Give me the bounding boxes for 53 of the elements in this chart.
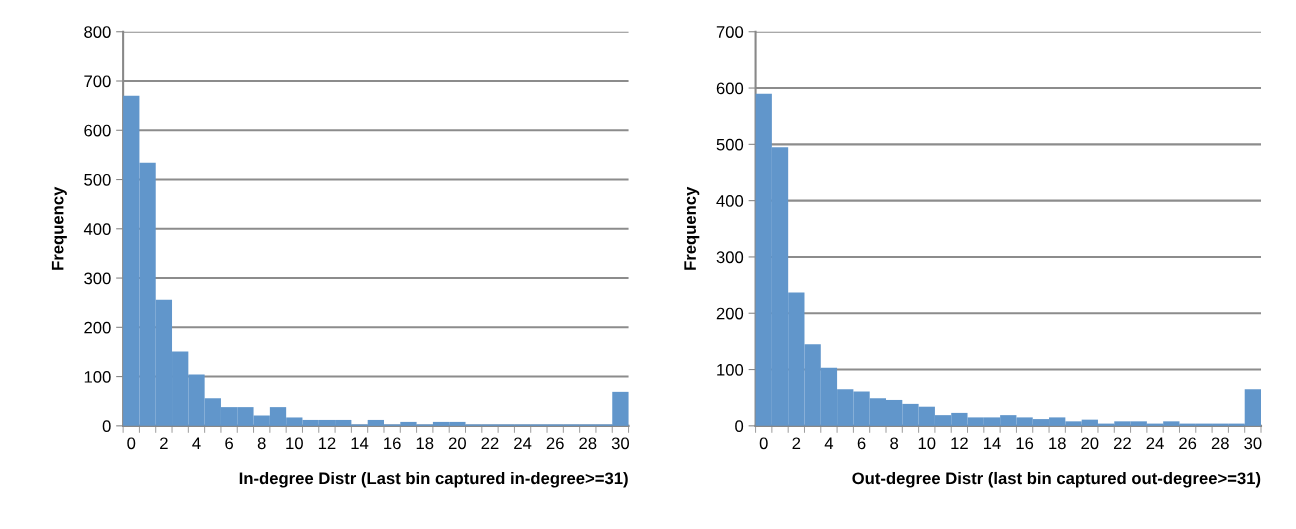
y-tick-label: 200 xyxy=(716,307,744,320)
y-tick-label: 100 xyxy=(717,363,744,376)
y-tick-label: 0 xyxy=(735,420,744,433)
y-tick-label: 600 xyxy=(84,124,111,137)
x-tick-label: 30 xyxy=(1244,437,1262,450)
y-tick-label: 800 xyxy=(84,26,111,38)
x-tick-label: 26 xyxy=(1179,437,1197,450)
y-axis-title: Frequency xyxy=(684,186,700,270)
x-tick-label: 8 xyxy=(257,437,266,450)
x-tick-label: 12 xyxy=(318,437,336,450)
y-tick-label: 500 xyxy=(716,138,744,151)
y-tick-label: 400 xyxy=(716,195,744,207)
x-tick-label: 28 xyxy=(579,437,597,450)
y-tick-label: 300 xyxy=(84,272,111,285)
x-tick-label: 28 xyxy=(1211,437,1229,450)
x-tick-label: 22 xyxy=(481,437,499,450)
x-tick-label: 14 xyxy=(351,437,369,450)
x-tick-label: 0 xyxy=(759,437,768,450)
x-tick-label: 0 xyxy=(127,437,136,450)
x-tick-label: 18 xyxy=(416,437,434,450)
x-tick-label: 12 xyxy=(951,437,968,450)
y-tick-label: 0 xyxy=(102,420,111,433)
x-tick-label: 20 xyxy=(1081,437,1099,450)
x-tick-label: 30 xyxy=(611,437,630,450)
y-tick-label: 700 xyxy=(84,75,111,88)
x-tick-label: 4 xyxy=(192,437,201,450)
x-tick-label: 10 xyxy=(918,437,936,450)
x-tick-label: 26 xyxy=(546,437,564,450)
x-tick-label: 2 xyxy=(792,437,801,450)
x-axis-title: In-degree Distr (Last bin captured in-degree>=31) xyxy=(239,471,628,488)
x-tick-label: 24 xyxy=(514,437,532,450)
x-tick-label: 18 xyxy=(1049,437,1066,450)
x-tick-label: 22 xyxy=(1113,437,1131,450)
x-tick-label: 4 xyxy=(824,437,834,450)
x-tick-label: 20 xyxy=(448,437,466,450)
y-tick-label: 200 xyxy=(84,321,111,334)
x-tick-label: 8 xyxy=(890,437,899,450)
x-tick-label: 14 xyxy=(983,437,1001,450)
y-axis-title: Frequency xyxy=(51,186,67,270)
x-tick-label: 10 xyxy=(286,437,303,450)
x-tick-label: 2 xyxy=(160,437,168,450)
y-tick-label: 100 xyxy=(84,370,111,383)
x-tick-label: 24 xyxy=(1146,437,1164,450)
x-tick-label: 6 xyxy=(857,437,866,450)
y-tick-label: 500 xyxy=(84,173,111,186)
x-tick-label: 6 xyxy=(225,437,233,450)
x-tick-label: 16 xyxy=(1016,437,1034,450)
x-axis-title: Out-degree Distr (last bin captured out-degree>=31) xyxy=(852,471,1261,488)
y-tick-label: 400 xyxy=(83,223,111,235)
y-tick-label: 600 xyxy=(716,82,744,95)
x-tick-label: 16 xyxy=(384,437,401,450)
y-tick-label: 700 xyxy=(716,26,744,38)
y-tick-label: 300 xyxy=(716,251,744,264)
